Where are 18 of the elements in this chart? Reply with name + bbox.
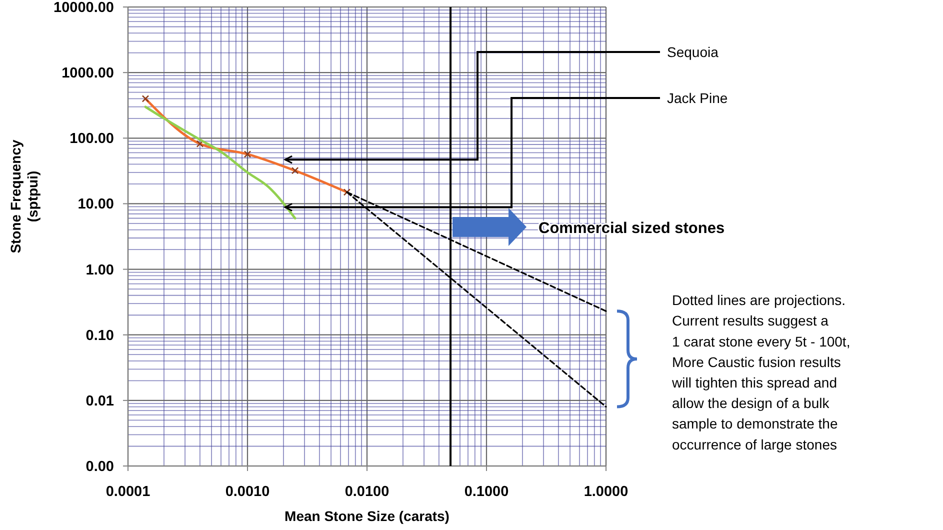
text: Sequoia (667, 44, 719, 60)
x-tick-label: 0.1000 (464, 484, 509, 500)
x-tick-label: 0.0010 (225, 484, 270, 500)
x-tick-label: 1.0000 (584, 484, 628, 500)
y-tick-label: 0.01 (86, 393, 114, 410)
y-tick-label: 1.00 (86, 262, 114, 278)
y-tick-label: 1000.00 (62, 66, 114, 82)
y-tick-label: 10.00 (78, 196, 114, 213)
y-tick-label: 100.00 (70, 131, 114, 148)
text: Dotted lines are projections. Current results suggest a 1 carat stone every 5t - 100t, More Caustic fusion results will tighten this spread and allow the design of a bulk sample to demonstrate the occurrence of large stones (671, 292, 850, 452)
y-tick-label: 0.10 (86, 328, 114, 344)
x-axis-title: Mean Stone Size (carats) (284, 508, 450, 524)
x-tick-label: 0.0001 (106, 484, 150, 500)
text: Jack Pine (667, 90, 728, 106)
y-axis-title: Stone Frequency (sptpui) (8, 140, 40, 254)
y-tick-label: 0.00 (86, 459, 114, 475)
y-tick-label: 10000.00 (54, 0, 114, 16)
x-tick-label: 0.0100 (344, 484, 390, 500)
